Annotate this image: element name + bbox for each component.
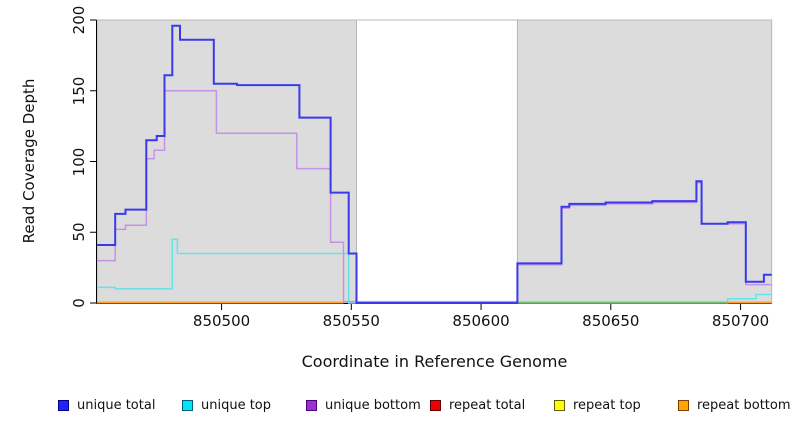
y-tick-label: 100 [70, 147, 88, 176]
legend-label: repeat bottom [697, 398, 791, 413]
y-tick-label: 50 [70, 222, 88, 242]
series-unique-total [97, 24, 772, 304]
legend-item-unique-total: unique total [58, 398, 155, 413]
repeat-top-swatch-icon [554, 400, 565, 411]
x-tick-label: 850700 [711, 312, 770, 330]
x-tick-label: 850550 [322, 312, 380, 330]
unique-bottom-swatch-icon [306, 400, 317, 411]
legend-label: unique top [201, 398, 272, 413]
repeat-bottom-swatch-icon [678, 400, 689, 411]
legend-item-repeat-bottom: repeat bottom [678, 398, 791, 413]
x-axis-title: Coordinate in Reference Genome [301, 352, 568, 371]
legend-label: repeat top [573, 398, 641, 413]
unique-top-swatch-icon [182, 400, 193, 411]
chart-legend: unique total unique top unique bottom re… [0, 398, 792, 420]
y-tick-label: 200 [70, 5, 88, 35]
legend-item-repeat-total: repeat total [430, 398, 525, 413]
legend-item-unique-bottom: unique bottom [306, 398, 421, 413]
legend-item-repeat-top: repeat top [554, 398, 641, 413]
coverage-chart-canvas [90, 19, 773, 310]
y-tick-label: 150 [70, 76, 88, 106]
unique-total-swatch-icon [58, 400, 69, 411]
series-unique-top [97, 238, 772, 304]
y-tick-label: 0 [70, 298, 88, 308]
y-axis-title: Read Coverage Depth [20, 78, 38, 244]
legend-label: unique total [77, 398, 156, 413]
x-tick-label: 850500 [192, 312, 251, 330]
shaded-band [516, 19, 773, 304]
repeat-total-swatch-icon [430, 400, 441, 411]
legend-item-unique-top: unique top [182, 398, 271, 413]
x-tick-label: 850600 [452, 312, 510, 330]
shaded-band [96, 19, 357, 304]
legend-label: unique bottom [325, 398, 421, 413]
legend-label: repeat total [449, 398, 526, 413]
x-tick-label: 850650 [582, 312, 640, 330]
gap-region [356, 19, 518, 304]
